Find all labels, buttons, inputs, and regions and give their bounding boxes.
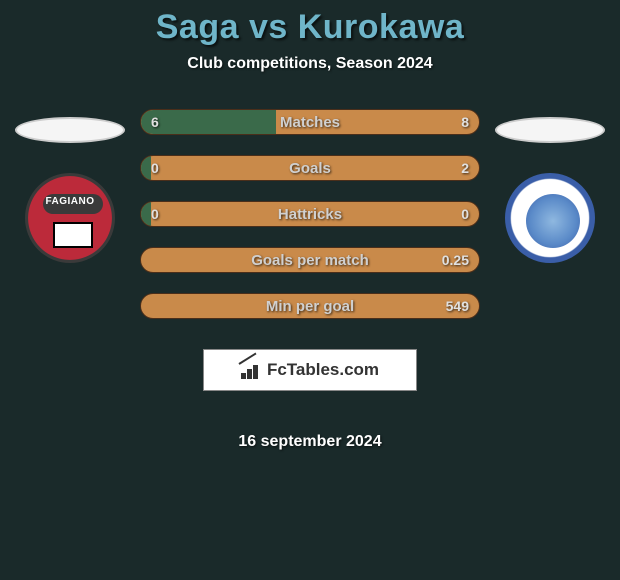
stat-right-value: 2 <box>461 156 469 180</box>
brand-text: FcTables.com <box>267 360 379 380</box>
season-subtitle: Club competitions, Season 2024 <box>187 55 432 73</box>
stat-label: Goals <box>141 156 479 180</box>
brand-badge[interactable]: FcTables.com <box>203 349 417 391</box>
left-team-column <box>0 109 140 263</box>
stat-row: Min per goal 549 <box>140 293 480 319</box>
stat-row: 0 Goals 2 <box>140 155 480 181</box>
stat-right-value: 549 <box>446 294 469 318</box>
stat-right-value: 0 <box>461 202 469 226</box>
content-columns: 6 Matches 8 0 Goals 2 0 Hattricks 0 Goal… <box>0 109 620 451</box>
right-placeholder-icon <box>495 117 605 143</box>
comparison-card: Saga vs Kurokawa Club competitions, Seas… <box>0 0 620 451</box>
right-team-badge-icon <box>505 173 595 263</box>
stat-row: Goals per match 0.25 <box>140 247 480 273</box>
stats-column: 6 Matches 8 0 Goals 2 0 Hattricks 0 Goal… <box>140 109 480 451</box>
left-placeholder-icon <box>15 117 125 143</box>
stat-row: 6 Matches 8 <box>140 109 480 135</box>
right-team-column <box>480 109 620 263</box>
stat-row: 0 Hattricks 0 <box>140 201 480 227</box>
match-title: Saga vs Kurokawa <box>156 8 464 47</box>
stat-label: Min per goal <box>141 294 479 318</box>
stat-right-value: 0.25 <box>442 248 469 272</box>
stat-label: Goals per match <box>141 248 479 272</box>
stat-label: Hattricks <box>141 202 479 226</box>
update-date: 16 september 2024 <box>238 433 381 451</box>
stat-label: Matches <box>141 110 479 134</box>
stat-right-value: 8 <box>461 110 469 134</box>
chart-icon <box>241 361 261 379</box>
left-team-badge-icon <box>25 173 115 263</box>
